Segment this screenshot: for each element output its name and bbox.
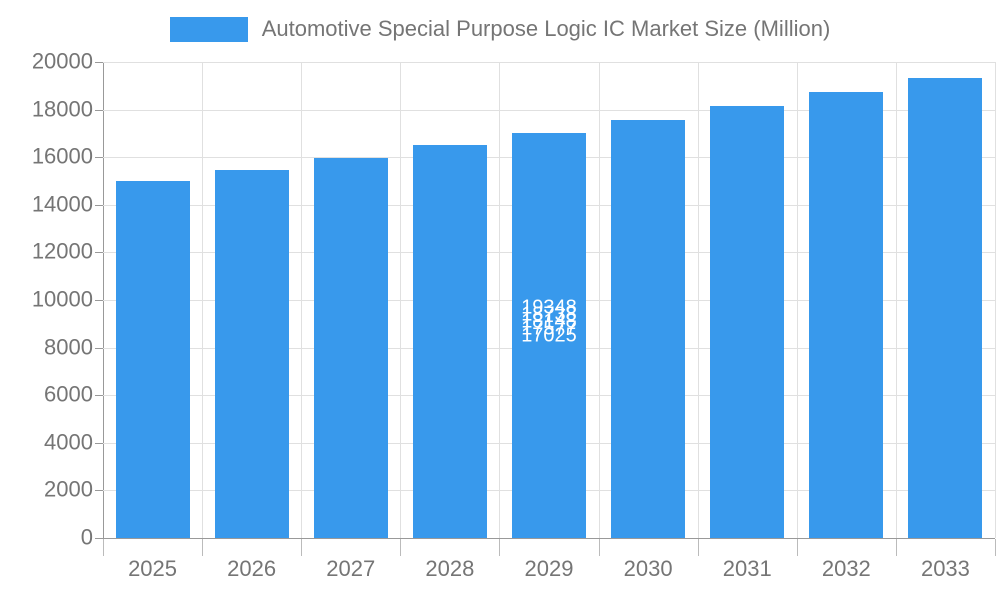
y-axis-tick [95,538,103,539]
plot-area: 1500015480159771649217025175771814818738… [103,62,996,538]
x-axis-tick [896,539,897,556]
bar[interactable] [809,92,883,538]
bar[interactable] [611,120,685,538]
y-axis-tick-label: 2000 [44,476,93,502]
bar[interactable] [413,145,487,538]
y-axis-tick-label: 16000 [31,143,93,169]
x-axis-tick-label: 2027 [326,556,376,581]
y-axis-tick [95,205,103,206]
vertical-gridline [499,62,500,538]
bar[interactable] [215,170,289,538]
vertical-gridline [301,62,302,538]
vertical-gridline [698,62,699,538]
x-axis-tick [103,539,104,556]
y-axis-tick-label: 4000 [44,429,93,455]
x-axis-tick [400,539,401,556]
vertical-gridline [896,62,897,538]
x-axis-tick-label: 2033 [920,556,970,581]
x-axis-tick [797,539,798,556]
x-axis-tick [995,539,996,556]
y-axis-tick [95,490,103,491]
y-axis-line [103,62,104,556]
y-axis-tick-label: 6000 [44,381,93,407]
vertical-gridline [202,62,203,538]
vertical-gridline [400,62,401,538]
legend-label: Automotive Special Purpose Logic IC Mark… [261,16,831,41]
y-axis-tick-label: 8000 [44,334,93,360]
x-axis-tick [698,539,699,556]
x-axis-tick [202,539,203,556]
y-axis-tick [95,300,103,301]
x-axis-tick-label: 2031 [722,556,772,581]
y-axis-tick-label: 18000 [31,96,93,122]
x-axis-tick-label: 2032 [821,556,871,581]
vertical-gridline [995,62,996,538]
horizontal-gridline [103,109,995,111]
x-axis-tick-label: 2030 [623,556,673,581]
y-axis-tick [95,62,103,63]
y-axis-tick [95,157,103,158]
x-axis-tick-label: 2026 [227,556,277,581]
y-axis-tick-label: 12000 [31,238,93,264]
x-axis-line [103,538,995,539]
bar[interactable] [710,106,784,538]
y-axis-tick-label: 14000 [31,191,93,217]
x-axis-tick [301,539,302,556]
bar[interactable] [908,78,982,538]
x-axis-tick [499,539,500,556]
x-axis-tick-label: 2025 [128,556,178,581]
bar[interactable] [512,133,586,538]
legend[interactable]: Automotive Special Purpose Logic IC Mark… [0,16,1000,42]
y-axis-tick [95,110,103,111]
y-axis-tick [95,395,103,396]
legend-swatch-icon [169,16,248,42]
bar[interactable] [116,181,190,538]
bar[interactable] [314,158,388,538]
y-axis-tick [95,348,103,349]
x-axis-tick-label: 2028 [425,556,475,581]
y-axis-tick-label: 10000 [31,286,93,312]
y-axis-tick-label: 20000 [31,48,93,74]
y-axis-tick-label: 0 [80,524,93,550]
vertical-gridline [797,62,798,538]
vertical-gridline [599,62,600,538]
horizontal-gridline [103,62,995,63]
y-axis-tick [95,443,103,444]
x-axis-tick [599,539,600,556]
y-axis-tick [95,252,103,253]
x-axis-tick-label: 2029 [524,556,574,581]
